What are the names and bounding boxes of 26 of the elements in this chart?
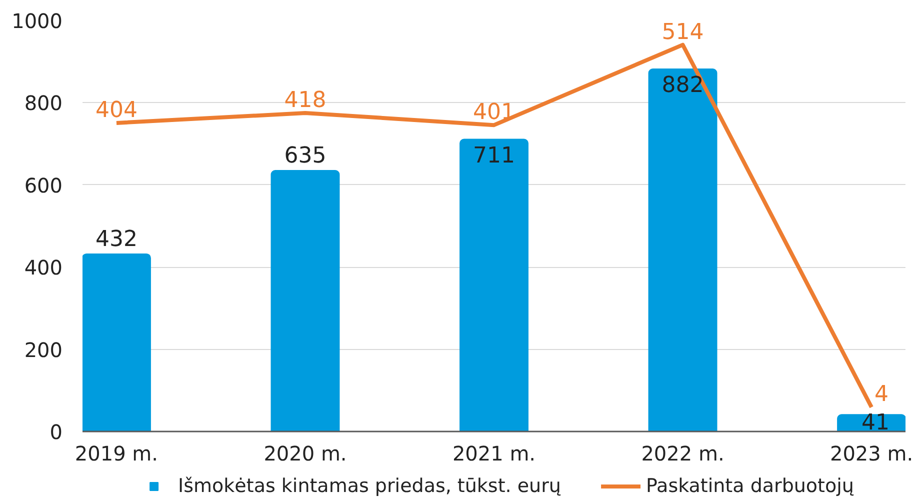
bar [82, 253, 151, 432]
x-tick-label: 2020 m. [264, 442, 347, 466]
bar [270, 170, 340, 432]
data-label: 41 [862, 410, 890, 436]
x-tick-label: 2021 m. [452, 442, 536, 466]
x-tick-label: 2019 m. [74, 442, 158, 466]
x-tick-label: 2022 m. [641, 442, 724, 466]
bar [460, 138, 528, 432]
data-label: 418 [284, 88, 326, 114]
y-tick-label: 200 [24, 338, 63, 362]
data-label: 4 [874, 382, 889, 408]
data-label: 404 [95, 98, 138, 123]
y-tick-label: 800 [24, 91, 63, 116]
x-tick-label: 2023 m. [830, 442, 914, 466]
data-label: 432 [95, 226, 138, 252]
data-label: 711 [473, 143, 516, 168]
legend-label: Išmokėtas kintamas priedas, tūkst. eurų [178, 475, 561, 497]
bar [648, 68, 718, 432]
y-tick-label: 0 [50, 420, 63, 444]
data-label: 635 [284, 144, 326, 169]
y-tick-label: 600 [24, 173, 63, 198]
y-tick-label: 1000 [12, 9, 63, 33]
legend-label: Paskatinta darbuotojų [646, 475, 854, 497]
y-tick-label: 400 [24, 256, 63, 280]
data-label: 514 [662, 20, 704, 45]
data-label: 882 [662, 73, 704, 98]
